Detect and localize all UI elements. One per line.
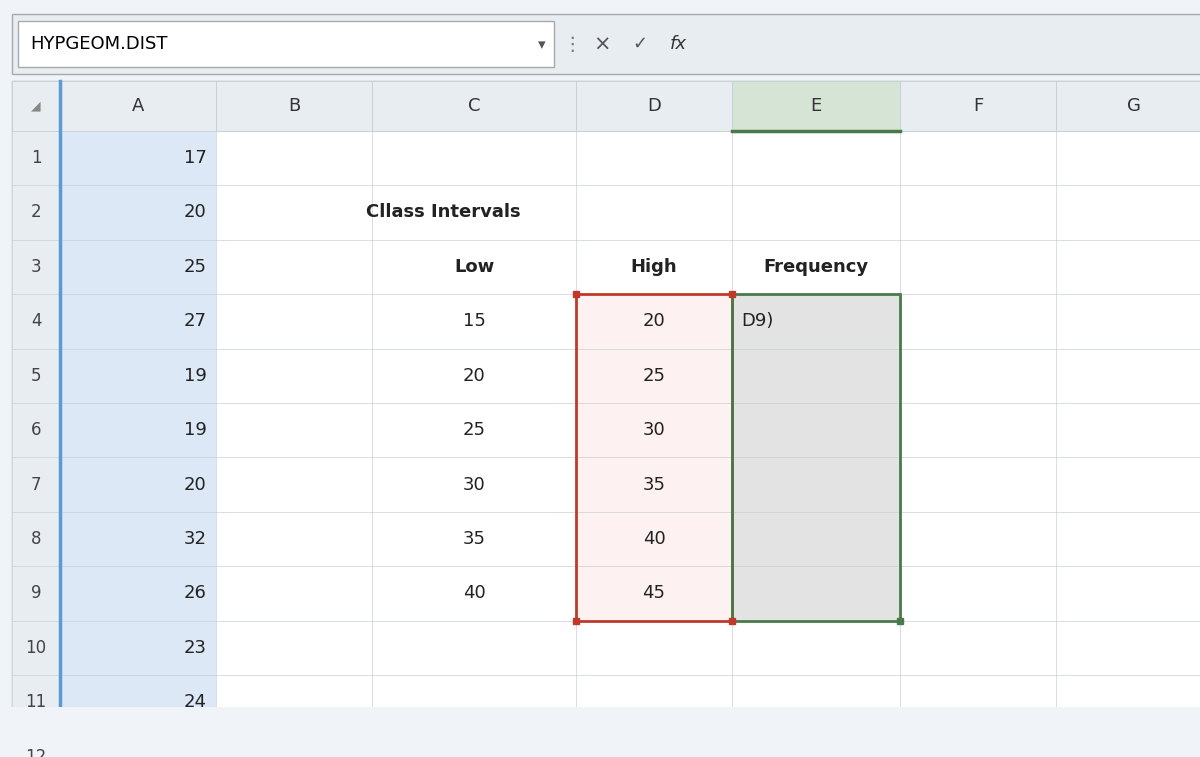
Text: 5: 5 (31, 366, 41, 385)
FancyBboxPatch shape (12, 566, 60, 621)
Text: fx: fx (670, 35, 686, 53)
FancyBboxPatch shape (60, 730, 216, 757)
Text: 40: 40 (643, 530, 665, 548)
Text: 30: 30 (643, 421, 665, 439)
Text: 27: 27 (184, 313, 206, 330)
Text: 35: 35 (462, 530, 486, 548)
FancyBboxPatch shape (60, 512, 216, 566)
FancyBboxPatch shape (60, 403, 216, 457)
FancyBboxPatch shape (732, 81, 900, 131)
FancyBboxPatch shape (12, 294, 60, 348)
FancyBboxPatch shape (60, 621, 216, 675)
Text: 35: 35 (642, 475, 666, 494)
Text: 25: 25 (462, 421, 486, 439)
Text: C: C (468, 97, 480, 115)
Text: 20: 20 (184, 475, 206, 494)
FancyBboxPatch shape (732, 294, 900, 621)
Text: 26: 26 (184, 584, 206, 603)
Text: HYPGEOM.DIST: HYPGEOM.DIST (30, 35, 168, 53)
Text: 20: 20 (463, 366, 485, 385)
Text: 7: 7 (31, 475, 41, 494)
FancyBboxPatch shape (60, 457, 216, 512)
Text: ✓: ✓ (632, 35, 648, 53)
FancyBboxPatch shape (12, 621, 60, 675)
Text: ◢: ◢ (31, 99, 41, 113)
Text: Low: Low (454, 258, 494, 276)
Text: B: B (288, 97, 300, 115)
Text: 10: 10 (25, 639, 47, 657)
Text: 3: 3 (31, 258, 41, 276)
FancyBboxPatch shape (60, 675, 216, 730)
Text: 12: 12 (25, 748, 47, 757)
Text: G: G (1127, 97, 1141, 115)
FancyBboxPatch shape (60, 294, 216, 348)
Text: E: E (810, 97, 822, 115)
FancyBboxPatch shape (12, 512, 60, 566)
Text: 25: 25 (184, 258, 206, 276)
Text: 20: 20 (643, 313, 665, 330)
FancyBboxPatch shape (60, 566, 216, 621)
FancyBboxPatch shape (60, 131, 216, 185)
FancyBboxPatch shape (12, 81, 1200, 131)
Text: 19: 19 (184, 366, 206, 385)
FancyBboxPatch shape (60, 240, 216, 294)
Text: Cllass Intervals: Cllass Intervals (366, 204, 521, 222)
FancyBboxPatch shape (12, 14, 1200, 74)
Text: 11: 11 (25, 693, 47, 712)
Text: 20: 20 (184, 204, 206, 222)
FancyBboxPatch shape (576, 294, 732, 621)
Text: 2: 2 (31, 204, 41, 222)
FancyBboxPatch shape (12, 240, 60, 294)
Text: 15: 15 (462, 313, 486, 330)
Text: 19: 19 (184, 421, 206, 439)
FancyBboxPatch shape (12, 131, 60, 185)
FancyBboxPatch shape (12, 185, 60, 240)
FancyBboxPatch shape (60, 185, 216, 240)
Text: High: High (631, 258, 677, 276)
Text: ⋮: ⋮ (562, 35, 582, 54)
Text: 30: 30 (463, 475, 485, 494)
Text: 17: 17 (184, 149, 206, 167)
Text: 25: 25 (642, 366, 666, 385)
FancyBboxPatch shape (18, 21, 553, 67)
FancyBboxPatch shape (12, 403, 60, 457)
FancyBboxPatch shape (12, 81, 1200, 757)
Text: D9): D9) (742, 313, 774, 330)
Text: 8: 8 (31, 530, 41, 548)
FancyBboxPatch shape (60, 348, 216, 403)
Text: 45: 45 (642, 584, 666, 603)
Text: 40: 40 (463, 584, 485, 603)
Text: ×: × (593, 34, 611, 55)
FancyBboxPatch shape (12, 348, 60, 403)
Text: 9: 9 (31, 584, 41, 603)
Text: 23: 23 (184, 639, 206, 657)
Text: 6: 6 (31, 421, 41, 439)
Text: A: A (132, 97, 144, 115)
FancyBboxPatch shape (12, 457, 60, 512)
Text: 32: 32 (184, 530, 206, 548)
Text: 4: 4 (31, 313, 41, 330)
Text: 24: 24 (184, 693, 206, 712)
FancyBboxPatch shape (12, 730, 60, 757)
Text: F: F (973, 97, 983, 115)
Text: Frequency: Frequency (763, 258, 869, 276)
Text: 1: 1 (31, 149, 41, 167)
Text: ▾: ▾ (538, 36, 546, 51)
Text: D: D (647, 97, 661, 115)
FancyBboxPatch shape (12, 675, 60, 730)
